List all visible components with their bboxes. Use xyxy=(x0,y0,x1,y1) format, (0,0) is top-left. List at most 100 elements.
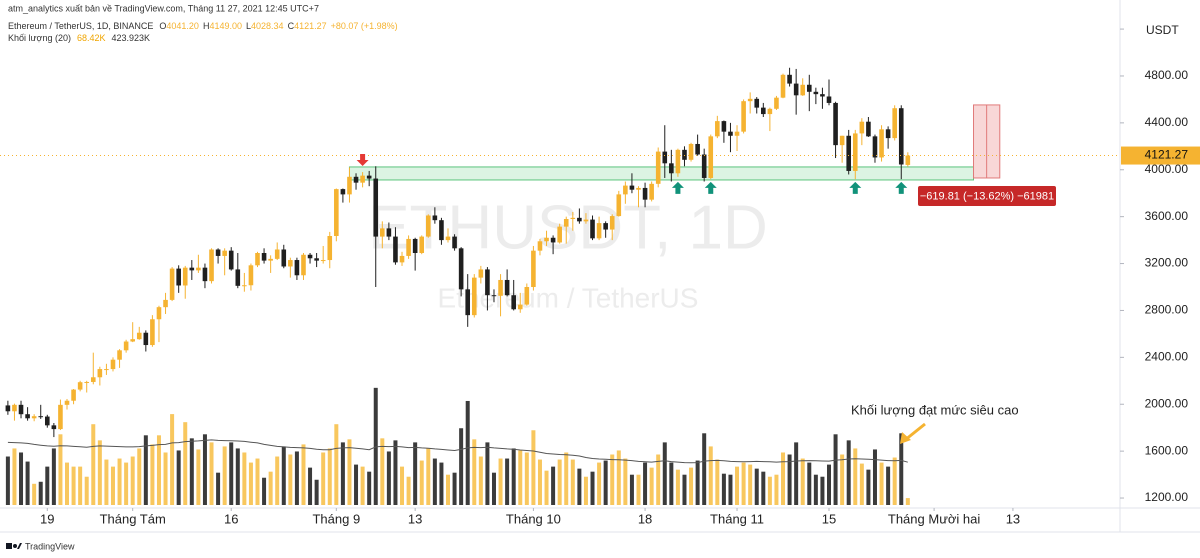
volume-bar xyxy=(426,448,431,505)
volume-bar xyxy=(314,479,319,505)
volume-bar xyxy=(800,458,805,505)
candle-body xyxy=(406,238,411,256)
volume-bar xyxy=(689,467,694,505)
volume-bar xyxy=(656,454,661,505)
volume-bar xyxy=(702,433,707,505)
volume-bar xyxy=(518,450,523,505)
candle-body xyxy=(90,377,96,382)
logo-mark xyxy=(6,543,12,549)
volume-bar xyxy=(12,448,17,505)
candle-body xyxy=(458,248,464,290)
volume-bar xyxy=(465,400,470,505)
signal-up-arrow xyxy=(671,181,684,194)
candle-body xyxy=(439,220,444,241)
currency-badge[interactable]: USDT xyxy=(1134,20,1190,40)
candle-body xyxy=(189,267,195,271)
candle-body xyxy=(471,277,477,316)
volume-bar xyxy=(255,458,260,505)
measure-label-box xyxy=(918,185,1056,206)
volume-bar xyxy=(669,462,674,505)
support-zone xyxy=(348,166,975,181)
candle-body xyxy=(294,260,300,276)
volume-bar xyxy=(308,467,313,505)
volume-bar xyxy=(163,452,168,505)
y-tick-label: 4000.00 xyxy=(1145,162,1189,176)
x-tick-label: 19 xyxy=(40,511,54,526)
volume-bar xyxy=(222,446,227,505)
candle-body xyxy=(222,250,227,256)
volume-bar xyxy=(872,449,877,505)
candle-body xyxy=(5,405,11,412)
volume-note: Khối lượng đạt mức siêu cao xyxy=(851,402,1019,417)
volume-bar xyxy=(58,434,63,505)
volume-bar xyxy=(551,466,556,505)
volume-bar xyxy=(905,498,910,505)
volume-bar xyxy=(321,452,326,505)
candle-body xyxy=(334,189,339,237)
volume-bar xyxy=(91,424,96,505)
candle-body xyxy=(465,289,471,316)
candle-body xyxy=(695,143,700,155)
x-tick-label: 18 xyxy=(638,511,652,526)
volume-bar xyxy=(104,459,109,505)
candle-body xyxy=(774,97,779,109)
x-tick-label: 15 xyxy=(822,511,836,526)
candle-body xyxy=(885,129,891,139)
volume-bar xyxy=(380,438,385,505)
candle-body xyxy=(741,101,746,132)
candle-body xyxy=(31,416,37,419)
currency-box[interactable] xyxy=(1134,20,1190,40)
volume-bar xyxy=(150,444,155,505)
volume-bar xyxy=(71,466,76,505)
volume-bar xyxy=(32,483,37,505)
volume-bar xyxy=(623,458,628,505)
candle-body xyxy=(537,241,543,251)
currency-label[interactable]: USDT xyxy=(1146,23,1179,37)
volume-bar xyxy=(334,424,339,505)
volume-bar xyxy=(820,476,825,505)
candle-body xyxy=(872,136,878,158)
footer-brand: TradingView xyxy=(25,541,75,551)
candle-body xyxy=(38,416,44,418)
candle-body xyxy=(504,279,510,296)
candle-body xyxy=(761,107,766,115)
background-layer: ETHUSDT, 1D Ethereum / TetherUS −619.81 (−… xyxy=(348,104,1056,313)
volume-bar xyxy=(472,439,477,505)
candle-body xyxy=(813,91,819,95)
volume-bar xyxy=(564,452,569,505)
y-tick-label: 4800.00 xyxy=(1145,68,1189,82)
last-price-tag xyxy=(1121,146,1200,165)
candle-body xyxy=(412,238,418,254)
volume-bar xyxy=(294,451,299,505)
candle-body xyxy=(58,404,63,430)
watermark-name: Ethereum / TetherUS xyxy=(438,282,699,313)
logo-mark xyxy=(13,544,17,548)
volume-bar xyxy=(176,450,181,505)
candle-body xyxy=(399,255,405,263)
candle-body xyxy=(662,151,668,164)
note-arrow-head xyxy=(900,432,911,444)
candle-body xyxy=(327,236,333,261)
candle-body xyxy=(800,84,806,96)
candle-body xyxy=(820,94,825,97)
candle-body xyxy=(636,187,641,190)
volume-bar xyxy=(649,467,654,505)
candle-body xyxy=(642,187,648,200)
volume-bar xyxy=(636,474,641,505)
volume-bar xyxy=(183,422,188,505)
volume-bar xyxy=(110,466,115,505)
candle-body xyxy=(314,258,319,261)
volume-bar xyxy=(229,442,234,505)
x-tick-label: Tháng 9 xyxy=(312,511,360,526)
volume-bar xyxy=(202,434,207,505)
volume-bar xyxy=(491,472,496,505)
candle-body xyxy=(721,121,727,132)
candle-body xyxy=(701,154,707,178)
volume-bar xyxy=(25,461,30,505)
candle-body xyxy=(77,382,83,390)
volume-bar xyxy=(695,460,700,505)
candle-body xyxy=(787,74,792,84)
candle-body xyxy=(130,339,135,342)
ohlc-key: O xyxy=(159,21,166,31)
